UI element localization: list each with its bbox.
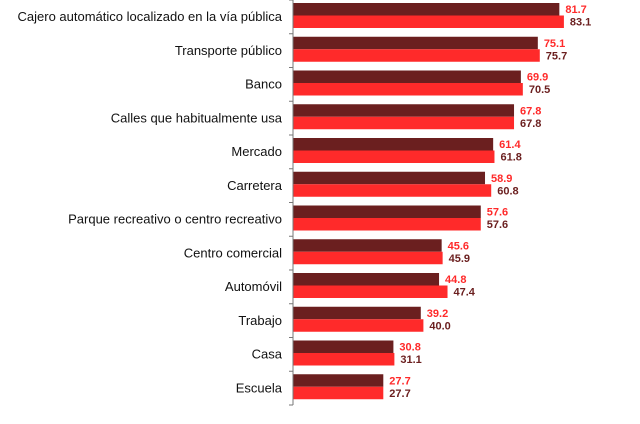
category-label: Calles que habitualmente usa — [111, 110, 283, 125]
bar-2 — [293, 285, 448, 298]
bar-2 — [293, 218, 481, 231]
category-label: Escuela — [236, 380, 283, 395]
bar-2 — [293, 386, 384, 400]
bar-1 — [293, 3, 560, 16]
bar-2 — [293, 319, 424, 332]
bar-2 — [293, 83, 523, 96]
category-label: Transporte público — [175, 43, 282, 58]
bar-1 — [293, 205, 481, 218]
data-label: 81.7 — [565, 4, 586, 16]
data-label: 58.9 — [491, 173, 512, 185]
data-label: 67.8 — [520, 105, 541, 117]
bar-1 — [293, 340, 394, 353]
bar-2 — [293, 116, 515, 130]
data-label: 57.6 — [487, 207, 508, 219]
category-label: Parque recreativo o centro recreativo — [68, 212, 282, 227]
category-label: Mercado — [231, 144, 282, 159]
bar-1 — [293, 273, 440, 286]
bar-1 — [293, 239, 442, 252]
data-label: 45.9 — [449, 253, 470, 265]
bar-1 — [293, 70, 521, 83]
bar-1 — [293, 171, 486, 185]
bar-2 — [293, 184, 492, 197]
bar-2 — [293, 15, 564, 28]
category-label: Casa — [252, 347, 283, 362]
data-label: 47.4 — [454, 287, 476, 299]
data-label: 40.0 — [429, 320, 450, 332]
data-label: 61.4 — [499, 139, 521, 151]
data-label: 27.7 — [389, 375, 410, 387]
bar-2 — [293, 353, 395, 366]
data-label: 67.8 — [520, 118, 541, 130]
bar-1 — [293, 306, 421, 320]
data-label: 75.1 — [544, 38, 565, 50]
data-label: 61.8 — [500, 152, 521, 164]
data-label: 75.7 — [546, 50, 567, 62]
category-label: Cajero automático localizado en la vía p… — [18, 9, 283, 24]
data-label: 30.8 — [399, 342, 420, 354]
data-label: 45.6 — [448, 240, 469, 252]
bar-1 — [293, 138, 494, 151]
data-label: 70.5 — [529, 84, 550, 96]
bar-2 — [293, 251, 443, 265]
data-label: 69.9 — [527, 72, 548, 84]
data-label: 27.7 — [389, 388, 410, 400]
category-label: Automóvil — [225, 279, 282, 294]
category-label: Banco — [245, 77, 282, 92]
bar-1 — [293, 374, 384, 387]
data-label: 44.8 — [445, 274, 466, 286]
category-label: Centro comercial — [184, 245, 282, 260]
bar-1 — [293, 104, 515, 117]
data-label: 57.6 — [487, 219, 508, 231]
data-label: 83.1 — [570, 17, 591, 29]
bar-2 — [293, 49, 540, 62]
category-label: Carretera — [227, 178, 283, 193]
data-label: 39.2 — [427, 308, 448, 320]
data-label: 31.1 — [400, 354, 421, 366]
data-label: 60.8 — [497, 185, 518, 197]
bar-1 — [293, 36, 538, 50]
category-label: Trabajo — [238, 313, 282, 328]
bar-2 — [293, 150, 495, 163]
